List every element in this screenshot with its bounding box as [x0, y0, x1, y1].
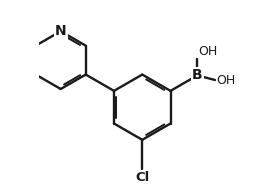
- Text: B: B: [192, 68, 203, 82]
- Text: OH: OH: [198, 45, 218, 58]
- Text: OH: OH: [216, 74, 235, 87]
- Text: N: N: [55, 24, 67, 38]
- Text: Cl: Cl: [135, 171, 149, 184]
